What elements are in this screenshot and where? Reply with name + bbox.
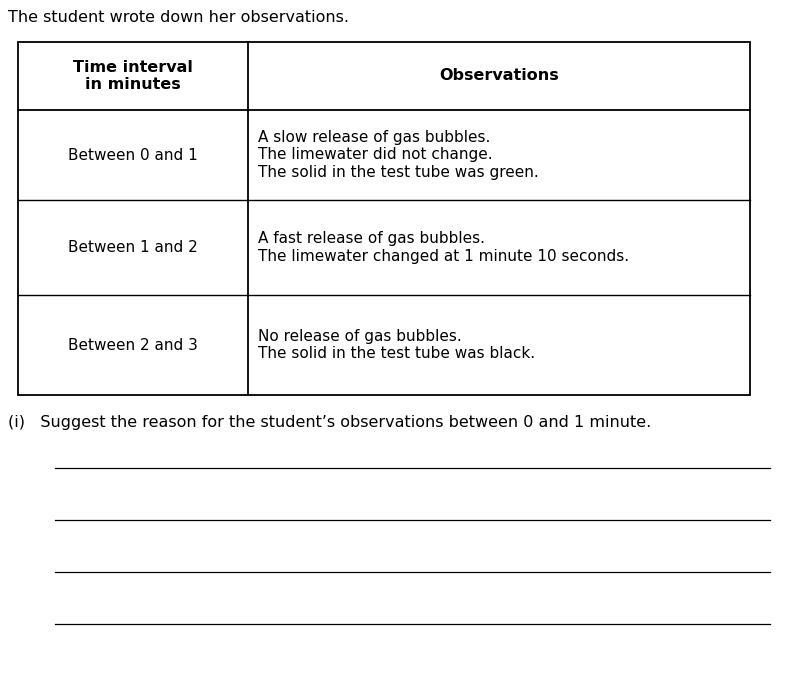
Text: No release of gas bubbles.
The solid in the test tube was black.: No release of gas bubbles. The solid in … bbox=[258, 329, 535, 361]
Bar bbox=[18, 42, 750, 395]
Text: Time interval
in minutes: Time interval in minutes bbox=[73, 60, 193, 92]
Text: The student wrote down her observations.: The student wrote down her observations. bbox=[8, 10, 349, 25]
Text: Between 1 and 2: Between 1 and 2 bbox=[68, 240, 198, 255]
Text: A slow release of gas bubbles.
The limewater did not change.
The solid in the te: A slow release of gas bubbles. The limew… bbox=[258, 130, 538, 180]
Text: Observations: Observations bbox=[439, 69, 559, 83]
Text: Between 2 and 3: Between 2 and 3 bbox=[68, 337, 198, 353]
Text: Between 0 and 1: Between 0 and 1 bbox=[68, 147, 198, 162]
Text: (i)   Suggest the reason for the student’s observations between 0 and 1 minute.: (i) Suggest the reason for the student’s… bbox=[8, 415, 651, 430]
Text: A fast release of gas bubbles.
The limewater changed at 1 minute 10 seconds.: A fast release of gas bubbles. The limew… bbox=[258, 232, 629, 264]
